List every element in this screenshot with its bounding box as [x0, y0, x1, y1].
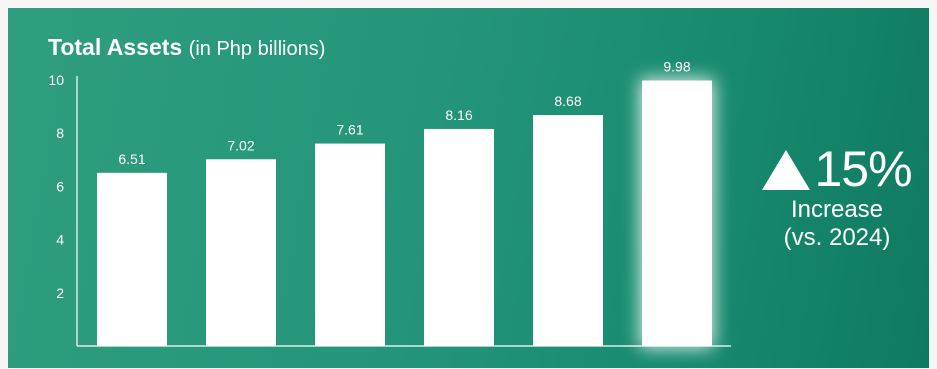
- bar-value-label: 9.98: [663, 59, 690, 75]
- y-tick-label: 4: [56, 232, 64, 248]
- increase-label: Increase: [790, 196, 884, 223]
- chart-panel: Total Assets (in Php billions) 2 4 6 8 10 6.5…: [8, 8, 929, 368]
- chart-title-unit: (in Php billions): [188, 38, 326, 60]
- y-tick-label: 6: [56, 178, 64, 194]
- bar-value-label: 7.02: [227, 137, 254, 153]
- bar: [206, 159, 276, 346]
- bar-value-label: 8.16: [445, 107, 472, 123]
- comparison-label: (vs. 2024): [783, 224, 891, 251]
- chart-title-main: Total Assets: [48, 34, 183, 60]
- y-tick-label: 10: [48, 72, 64, 88]
- bar: [315, 143, 385, 346]
- up-triangle-icon: [762, 150, 811, 190]
- bar: [97, 172, 167, 346]
- y-tick-label: 8: [56, 125, 64, 141]
- bar: [642, 80, 712, 347]
- bar-value-label: 6.51: [118, 151, 145, 167]
- bar-value-label: 7.61: [336, 122, 363, 138]
- bar-chart: 2 4 6 8 10 6.51 7.02 7.61 8.16 8.68 9.98: [48, 59, 731, 349]
- bar-value-label: 8.68: [554, 93, 581, 109]
- increase-callout: 15% Increase (vs. 2024): [752, 142, 922, 252]
- increase-percent: 15%: [814, 141, 912, 197]
- bar: [533, 115, 603, 346]
- y-tick-label: 2: [56, 285, 64, 301]
- bar: [424, 128, 494, 346]
- chart-title: Total Assets (in Php billions): [48, 34, 325, 61]
